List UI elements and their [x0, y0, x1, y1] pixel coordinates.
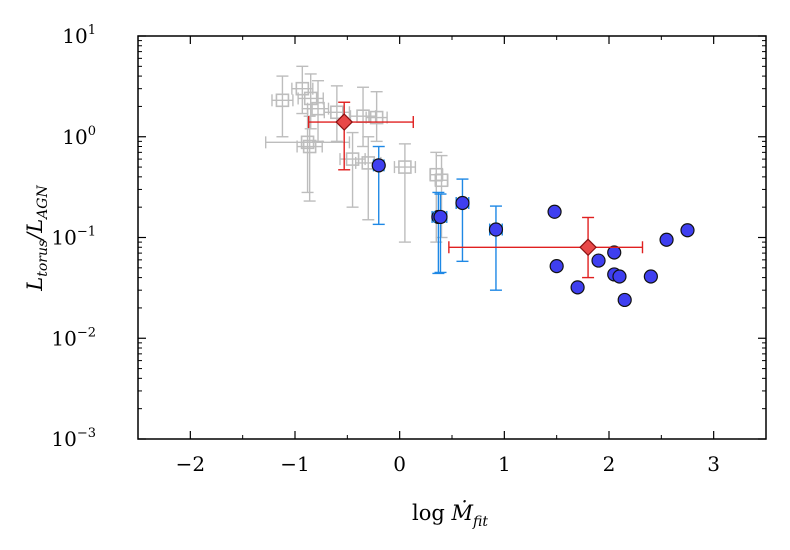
- data-point-diamond: [335, 113, 354, 131]
- data-point-circle: [607, 245, 622, 260]
- y-tick-labels: 101 100 10−1 10−2 10−3: [51, 23, 96, 451]
- y-tick-label: 100: [62, 124, 96, 149]
- data-point-square: [295, 81, 310, 96]
- y-axis-label: Ltorus/LAGN: [23, 185, 51, 292]
- x-tick-label: 2: [603, 452, 616, 476]
- series-2: [547, 204, 695, 308]
- y-tick-label: 10−3: [51, 426, 96, 451]
- data-point-circle: [591, 253, 606, 268]
- x-tick-label: 1: [498, 452, 511, 476]
- data-point-circle: [612, 269, 627, 284]
- x-tick-label: −1: [280, 452, 309, 476]
- data-point-circle: [643, 269, 658, 284]
- x-tick-label: 0: [393, 452, 406, 476]
- x-axis-label-symbol: Ṁ: [451, 501, 474, 525]
- data-point-circle: [547, 204, 562, 219]
- x-tick-labels: −2 −1 0 1 2 3: [176, 452, 720, 476]
- data-point-circle: [659, 232, 674, 247]
- data-point-circle: [570, 280, 585, 295]
- data-point-square: [302, 139, 317, 154]
- data-point-circle: [680, 223, 695, 238]
- data-point-diamond: [579, 238, 597, 257]
- data-point-circle: [433, 209, 448, 225]
- x-axis-label: log Ṁfit: [412, 501, 488, 530]
- x-tick-label: −2: [176, 452, 205, 476]
- y-tick-label: 10−2: [51, 325, 96, 350]
- data-point-circle: [371, 158, 386, 173]
- data-layer: [264, 65, 695, 308]
- data-point-circle: [617, 292, 632, 308]
- y-tick-label: 101: [62, 23, 96, 48]
- y-tick-label: 10−1: [51, 225, 96, 250]
- data-point-square: [300, 135, 315, 150]
- x-axis-label-subscript: fit: [472, 514, 488, 530]
- data-point-square: [275, 93, 290, 108]
- series-3: [307, 101, 644, 279]
- data-point-circle: [488, 222, 504, 237]
- axis-ticks: [137, 35, 767, 440]
- data-point-circle: [455, 195, 470, 211]
- data-point-square: [345, 152, 360, 166]
- data-point-square: [398, 160, 412, 174]
- data-point-circle: [549, 259, 564, 274]
- data-point-square: [330, 105, 344, 120]
- data-point-square: [434, 173, 449, 188]
- x-tick-label: 3: [707, 452, 720, 476]
- data-point-square: [303, 91, 318, 106]
- data-point-square: [369, 110, 384, 125]
- series-0: [264, 65, 449, 243]
